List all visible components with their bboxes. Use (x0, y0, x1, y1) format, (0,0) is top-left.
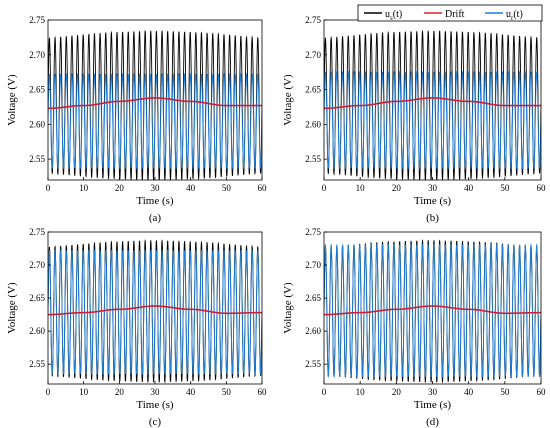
x-tick-label: 30 (151, 387, 161, 397)
legend-label-sub: s (390, 14, 393, 22)
x-tick-label: 40 (186, 387, 196, 397)
x-axis-title: Time (s) (414, 399, 452, 411)
y-tick-label: 2.75 (29, 227, 45, 237)
y-tick-label: 2.70 (305, 260, 321, 270)
x-tick-label: 30 (428, 387, 438, 397)
y-axis-title: Voltage (V) (6, 282, 18, 334)
x-tick-label: 40 (464, 183, 474, 193)
y-tick-label: 2.65 (29, 293, 45, 303)
x-tick-label: 20 (392, 387, 402, 397)
y-tick-label: 2.60 (29, 326, 45, 336)
x-tick-label: 10 (356, 387, 366, 397)
x-tick-label: 60 (537, 387, 547, 397)
plot-lines (48, 29, 262, 180)
series-ur-line (48, 248, 262, 376)
legend-entry-label: us(t) (385, 9, 402, 22)
series-drift-line (324, 305, 541, 316)
y-tick-label: 2.65 (305, 293, 321, 303)
x-tick-label: 60 (258, 387, 268, 397)
legend-label-main: u (385, 9, 390, 20)
plot-lines (48, 239, 262, 384)
y-tick-label: 2.55 (29, 359, 45, 369)
legend-box (357, 4, 543, 22)
chart-panel-2: 0 10 20 30 40 50 60 2.55 2.60 2.65 2.70 2.75 Time (s… (282, 15, 546, 224)
legend-entry-label: Drift (445, 9, 465, 20)
y-tick-label: 2.60 (305, 326, 321, 336)
x-tick-label: 60 (537, 183, 547, 193)
legend-label-suffix: (t) (393, 9, 402, 20)
x-tick-label: 20 (115, 387, 125, 397)
x-tick-label: 30 (428, 183, 438, 193)
y-axis-title: Voltage (V) (282, 282, 294, 334)
x-tick-label: 20 (392, 183, 402, 193)
y-tick-label: 2.75 (305, 15, 321, 25)
y-tick-label: 2.55 (29, 154, 45, 164)
series-ur-line (324, 70, 541, 170)
y-tick-label: 2.55 (305, 359, 321, 369)
y-tick-label: 2.60 (29, 119, 45, 129)
x-tick-label: 10 (79, 183, 89, 193)
x-tick-label: 10 (356, 183, 366, 193)
x-tick-label: 30 (151, 183, 161, 193)
x-tick-label: 0 (322, 387, 327, 397)
panel-label: (d) (426, 416, 439, 428)
legend-label-suffix: (t) (513, 9, 522, 20)
chart-panel-1: 0 10 20 30 40 50 60 2.55 2.60 2.65 2.70 2.75 Time (s… (6, 15, 267, 224)
plot-lines (324, 29, 541, 180)
chart-panel-4: 0 10 20 30 40 50 60 2.55 2.60 2.65 2.70 2.75 Time (s… (282, 227, 546, 428)
x-tick-label: 20 (115, 183, 125, 193)
x-tick-label: 50 (500, 387, 510, 397)
series-drift-line (324, 97, 541, 110)
y-tick-label: 2.65 (29, 85, 45, 95)
series-drift-line (48, 305, 262, 316)
series-ur-line (48, 72, 262, 170)
y-tick-label: 2.75 (29, 15, 45, 25)
x-axis-title: Time (s) (414, 195, 452, 207)
x-tick-label: 50 (222, 387, 232, 397)
y-tick-label: 2.70 (305, 50, 321, 60)
legend-label-main: u (506, 9, 511, 20)
x-tick-label: 0 (322, 183, 327, 193)
x-tick-label: 10 (79, 387, 89, 397)
x-axis-title: Time (s) (136, 399, 174, 411)
legend-entry-label: ur(t) (506, 9, 523, 22)
y-axis-title: Voltage (V) (6, 74, 18, 126)
y-tick-label: 2.65 (305, 85, 321, 95)
x-tick-label: 0 (46, 183, 51, 193)
x-tick-label: 60 (258, 183, 268, 193)
legend-label-sub: r (511, 14, 514, 22)
x-tick-label: 40 (464, 387, 474, 397)
plot-lines (324, 239, 541, 384)
x-tick-label: 0 (46, 387, 51, 397)
x-axis-title: Time (s) (136, 195, 174, 207)
y-tick-label: 2.70 (29, 50, 45, 60)
y-axis-title: Voltage (V) (282, 74, 294, 126)
panel-label: (c) (149, 416, 162, 428)
x-tick-label: 40 (186, 183, 196, 193)
y-tick-label: 2.60 (305, 119, 321, 129)
series-drift-line (48, 97, 262, 110)
y-tick-label: 2.70 (29, 260, 45, 270)
chart-panel-3: 0 10 20 30 40 50 60 2.55 2.60 2.65 2.70 2.75 Time (s… (6, 227, 267, 428)
legend-label-main: Drift (445, 9, 465, 20)
y-tick-label: 2.75 (305, 227, 321, 237)
y-tick-label: 2.55 (305, 154, 321, 164)
legend: us(t) Drift ur(t) (357, 4, 543, 22)
panel-label: (a) (149, 212, 162, 224)
x-tick-label: 50 (500, 183, 510, 193)
series-ur-line (324, 243, 541, 379)
panel-label: (b) (426, 212, 439, 224)
x-tick-label: 50 (222, 183, 232, 193)
